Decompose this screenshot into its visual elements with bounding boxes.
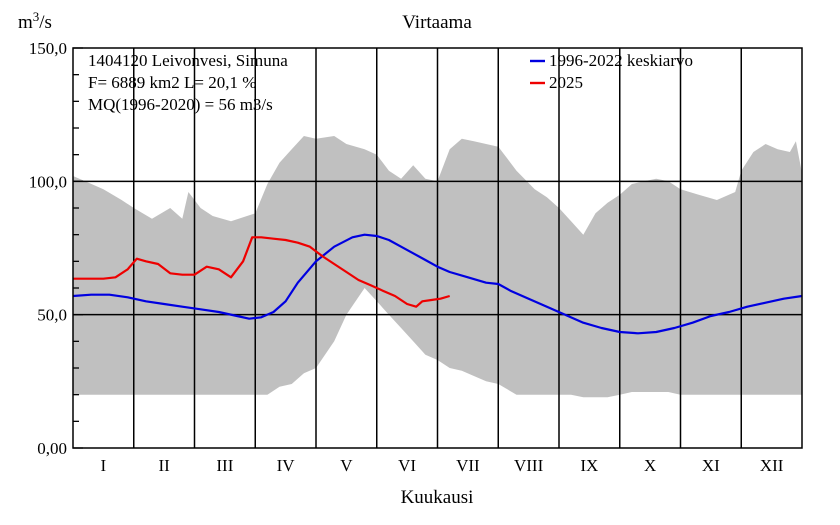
station-info-line-0: 1404120 Leivonvesi, Simuna [88,51,288,70]
month-label-ix: IX [580,456,598,475]
chart-title: Virtaama [402,12,472,33]
month-label-iv: IV [277,456,296,475]
month-label-viii: VIII [514,456,544,475]
legend-label-0: 1996-2022 keskiarvo [549,51,693,70]
y-axis-label-base: m [18,12,33,33]
month-label-i: I [101,456,107,475]
month-label-xii: XII [760,456,784,475]
month-label-v: V [340,456,353,475]
x-axis-label: Kuukausi [401,487,474,508]
legend: 1996-2022 keskiarvo 2025 [530,51,693,92]
series-line-1 [73,236,451,308]
month-label-vi: VI [398,456,416,475]
month-label-x: X [644,456,656,475]
y-axis-label-sup: 3 [33,9,40,24]
series-line-0 [72,233,803,335]
y-axis-label-tail: /s [39,12,52,33]
station-info: 1404120 Leivonvesi, Simuna F= 6889 km2 L=… [88,51,288,114]
month-label-xi: XI [702,456,720,475]
y-axis-label: m3/s [18,9,52,33]
y-tick-label-2: 100,0 [29,172,67,191]
month-label-iii: III [216,456,233,475]
month-label-vii: VII [456,456,480,475]
plot-frame [72,47,803,449]
y-tick-label-3: 150,0 [29,39,67,58]
station-info-line-2: MQ(1996-2020) = 56 m3/s [88,95,273,114]
legend-label-1: 2025 [549,73,583,92]
y-tick-label-0: 0,00 [37,439,67,458]
y-tick-label-1: 50,0 [37,306,67,325]
month-label-ii: II [158,456,170,475]
station-info-line-1: F= 6889 km2 L= 20,1 % [88,73,256,92]
